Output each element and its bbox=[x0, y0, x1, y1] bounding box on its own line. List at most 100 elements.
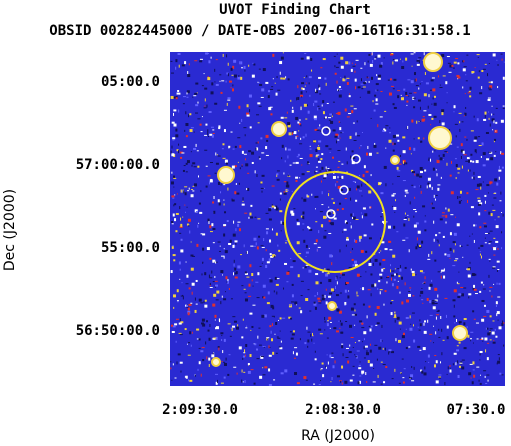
noise-pixel bbox=[411, 184, 414, 186]
noise-pixel bbox=[175, 97, 178, 100]
noise-pixel bbox=[196, 328, 200, 331]
noise-pixel bbox=[350, 307, 354, 311]
noise-pixel bbox=[179, 232, 182, 234]
noise-pixel bbox=[489, 230, 493, 232]
noise-pixel bbox=[238, 182, 240, 185]
noise-pixel bbox=[207, 76, 209, 79]
noise-pixel bbox=[375, 56, 377, 59]
noise-pixel bbox=[227, 97, 231, 100]
noise-pixel bbox=[325, 166, 327, 170]
noise-pixel bbox=[392, 149, 395, 152]
noise-pixel bbox=[412, 273, 416, 277]
noise-pixel bbox=[187, 379, 189, 382]
source-marker bbox=[339, 185, 349, 195]
noise-pixel bbox=[402, 239, 406, 241]
noise-pixel bbox=[283, 181, 287, 183]
noise-pixel bbox=[493, 340, 495, 342]
noise-pixel bbox=[274, 276, 277, 280]
noise-pixel bbox=[405, 328, 407, 330]
source-marker bbox=[321, 126, 331, 136]
noise-pixel bbox=[439, 86, 443, 88]
noise-pixel bbox=[339, 327, 341, 329]
noise-pixel bbox=[484, 111, 487, 115]
noise-pixel bbox=[336, 181, 339, 183]
noise-pixel bbox=[452, 265, 456, 267]
noise-pixel bbox=[222, 53, 224, 57]
noise-pixel bbox=[402, 150, 406, 154]
noise-pixel bbox=[271, 86, 274, 88]
noise-pixel bbox=[266, 337, 270, 339]
noise-pixel bbox=[374, 58, 377, 60]
noise-pixel bbox=[304, 342, 307, 345]
noise-pixel bbox=[304, 266, 307, 269]
noise-pixel bbox=[204, 299, 207, 302]
noise-pixel bbox=[341, 345, 344, 349]
noise-pixel bbox=[445, 214, 448, 218]
noise-pixel bbox=[241, 369, 243, 373]
noise-pixel bbox=[415, 85, 419, 87]
noise-pixel bbox=[234, 145, 237, 148]
noise-pixel bbox=[306, 194, 308, 198]
noise-pixel bbox=[268, 354, 272, 357]
noise-pixel bbox=[488, 89, 492, 91]
noise-pixel bbox=[171, 195, 175, 198]
noise-pixel bbox=[223, 233, 226, 237]
noise-pixel bbox=[264, 366, 268, 369]
noise-pixel bbox=[340, 56, 344, 60]
noise-pixel bbox=[493, 120, 495, 124]
noise-pixel bbox=[306, 56, 310, 60]
noise-pixel bbox=[206, 320, 209, 323]
noise-pixel bbox=[462, 256, 464, 258]
noise-pixel bbox=[413, 366, 415, 370]
noise-pixel bbox=[438, 336, 441, 338]
noise-pixel bbox=[435, 331, 437, 335]
noise-pixel bbox=[171, 223, 174, 225]
noise-pixel bbox=[295, 179, 298, 182]
noise-pixel bbox=[499, 372, 502, 375]
noise-pixel bbox=[377, 124, 379, 128]
y-tick-label: 56:50:00.0 bbox=[76, 323, 160, 339]
overlay bbox=[284, 126, 386, 273]
noise-pixel bbox=[233, 272, 235, 276]
noise-pixel bbox=[215, 152, 217, 156]
noise-pixel bbox=[478, 379, 480, 382]
noise-pixel bbox=[413, 224, 417, 228]
noise-pixel bbox=[492, 209, 496, 211]
noise-pixel bbox=[387, 225, 391, 229]
noise-pixel bbox=[244, 272, 248, 275]
noise-pixel bbox=[389, 132, 392, 134]
noise-pixel bbox=[500, 191, 502, 195]
noise-pixel bbox=[265, 212, 269, 214]
noise-pixel bbox=[466, 326, 468, 329]
noise-pixel bbox=[404, 212, 406, 215]
noise-pixel bbox=[194, 374, 196, 377]
noise-pixel bbox=[369, 63, 373, 67]
noise-pixel bbox=[427, 177, 431, 181]
noise-pixel bbox=[393, 225, 396, 229]
noise-pixel bbox=[244, 212, 248, 214]
noise-pixel bbox=[367, 90, 371, 94]
noise-pixel bbox=[487, 232, 490, 234]
noise-pixel bbox=[474, 67, 476, 69]
noise-pixel bbox=[365, 170, 369, 173]
noise-pixel bbox=[489, 286, 493, 288]
noise-pixel bbox=[309, 145, 311, 147]
noise-pixel bbox=[365, 271, 367, 273]
y-tick-label: 55:00.0 bbox=[101, 240, 160, 256]
noise-pixel bbox=[396, 175, 400, 177]
noise-pixel bbox=[441, 112, 444, 116]
noise-pixel bbox=[320, 369, 322, 371]
noise-pixel bbox=[231, 74, 234, 76]
noise-pixel bbox=[331, 262, 333, 266]
noise-pixel bbox=[233, 320, 237, 323]
noise-pixel bbox=[434, 300, 437, 302]
noise-pixel bbox=[323, 215, 327, 219]
noise-pixel bbox=[412, 324, 414, 327]
noise-pixel bbox=[244, 271, 247, 274]
noise-pixel bbox=[422, 302, 424, 304]
noise-pixel bbox=[321, 104, 323, 107]
noise-pixel bbox=[325, 301, 328, 305]
noise-pixel bbox=[346, 116, 350, 118]
noise-pixel bbox=[419, 83, 421, 85]
noise-pixel bbox=[282, 77, 286, 80]
